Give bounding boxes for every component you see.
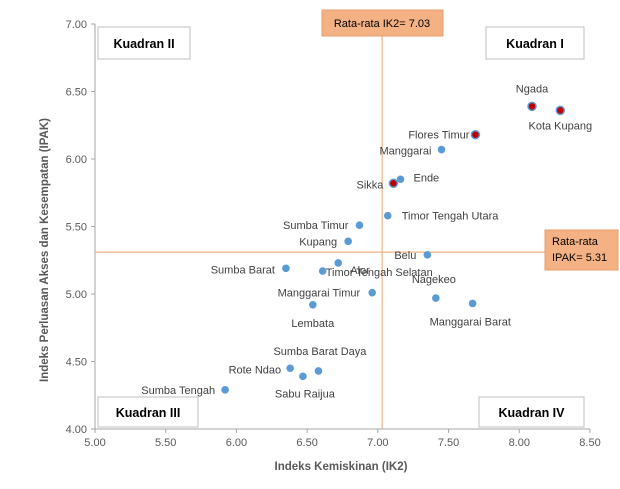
point-label: Timor Tengah Utara [402, 211, 499, 223]
quadrant-label-q1: Kuadran I [506, 37, 564, 51]
data-points [221, 101, 566, 394]
y-tick-label: 6.00 [66, 154, 87, 166]
point-label: Sumba Tengah [141, 385, 215, 397]
quadrant-box-q1 [485, 26, 585, 60]
x-tick-label: 5.50 [155, 437, 176, 449]
x-tick-label: 6.50 [296, 437, 317, 449]
mean-ipak-callout [544, 229, 619, 271]
point-label: Manggarai Timur [278, 288, 361, 300]
quadrant-label-q3: Kuadran III [116, 406, 181, 420]
data-point [368, 288, 377, 297]
quadrant-labels: Kuadran II Kuadran I Kuadran III Kuadran IV [97, 26, 585, 428]
mean-ik2-callout [321, 9, 444, 37]
data-point [388, 178, 399, 189]
x-tick-label: 6.00 [226, 437, 247, 449]
point-label: Flores Timur [408, 130, 469, 142]
quadrant-box-q2 [97, 26, 191, 60]
quadrant-box-q3 [97, 396, 199, 428]
data-point [314, 367, 323, 375]
reference-lines [95, 10, 618, 429]
y-tick-label: 5.00 [66, 289, 87, 301]
data-point [555, 105, 566, 116]
data-point [468, 299, 477, 308]
x-tick-label: 8.50 [579, 437, 600, 449]
axes [94, 24, 590, 430]
x-tick-label: 5.00 [84, 437, 105, 449]
point-label: Sikka [357, 179, 385, 191]
x-axis-title: Indeks Kemiskinan (IK2) [275, 461, 408, 473]
point-label: Sabu Raijua [275, 388, 336, 400]
y-tick-label: 4.50 [66, 357, 87, 369]
point-label: Ngada [516, 83, 549, 95]
x-tick-label: 7.50 [438, 437, 459, 449]
data-point [437, 145, 446, 154]
point-label: Lembata [291, 318, 335, 330]
data-point [221, 386, 229, 394]
point-label: Timor Tengah Selatan [326, 267, 433, 279]
callouts: Rata-rata IK2= 7.03 Rata-rata IPAK= 5.31 [321, 9, 619, 271]
point-label: Manggarai Barat [430, 316, 511, 328]
point-label: Alor [350, 265, 370, 277]
point-label: Kupang [299, 236, 337, 248]
y-tick-label: 6.50 [66, 87, 87, 99]
y-tick-label: 4.00 [66, 424, 87, 436]
x-tick-label: 8.00 [509, 437, 530, 449]
data-point [286, 364, 294, 373]
point-label: Sumba Timur [283, 220, 349, 232]
data-point [383, 211, 392, 220]
axis-ticks: 5.00 5.50 6.00 6.50 7.00 7.50 8.00 8.50 4.00 4.50… [66, 19, 601, 449]
point-label: Sumba Barat [211, 264, 275, 276]
data-point [355, 221, 364, 229]
point-label: Belu [394, 250, 416, 262]
mean-ipak-callout-line2: IPAK= 5.31 [552, 252, 607, 264]
mean-ipak-callout-line1: Rata-rata [552, 236, 599, 248]
data-point [527, 101, 537, 112]
data-point [309, 301, 317, 309]
quadrant-label-q4: Kuadran IV [499, 406, 566, 420]
data-point [423, 251, 432, 259]
point-label: Kota Kupang [528, 120, 592, 132]
data-point [282, 264, 290, 273]
data-point [299, 372, 307, 381]
y-axis-title: Indeks Perluasan Akses dan Kesempatan (I… [39, 118, 51, 382]
x-tick-label: 7.00 [367, 437, 388, 449]
point-label: Manggarai [380, 146, 432, 158]
point-label: Rote Ndao [229, 364, 282, 376]
data-point [396, 175, 405, 184]
data-point [318, 267, 327, 275]
data-point [334, 259, 343, 267]
mean-ik2-callout-text: Rata-rata IK2= 7.03 [334, 18, 430, 30]
point-label: Nagekeo [412, 274, 456, 286]
point-labels: Ngada Kota Kupang Flores Timur Manggarai End… [141, 83, 592, 400]
y-tick-label: 7.00 [66, 19, 87, 31]
point-label: Sumba Barat Daya [273, 346, 367, 358]
point-label: Ende [413, 172, 439, 184]
data-point [344, 237, 352, 246]
quadrant-label-q2: Kuadran II [113, 37, 174, 51]
quadrant-box-q4 [478, 396, 585, 428]
data-point [470, 129, 481, 140]
y-tick-label: 5.50 [66, 222, 87, 234]
data-point [432, 294, 440, 302]
